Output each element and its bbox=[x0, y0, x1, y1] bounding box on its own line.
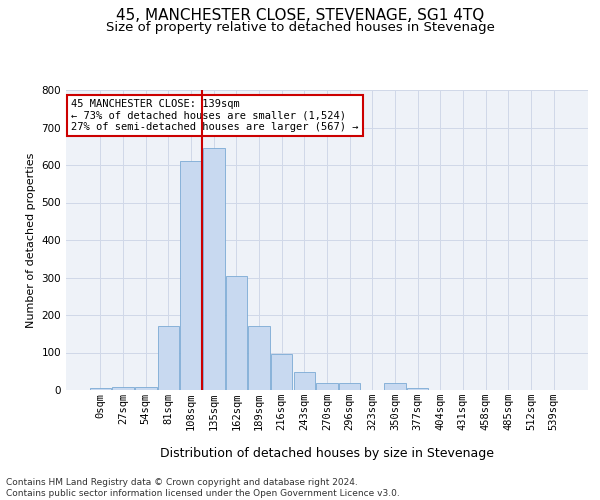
Text: Size of property relative to detached houses in Stevenage: Size of property relative to detached ho… bbox=[106, 21, 494, 34]
Text: 45 MANCHESTER CLOSE: 139sqm
← 73% of detached houses are smaller (1,524)
27% of : 45 MANCHESTER CLOSE: 139sqm ← 73% of det… bbox=[71, 99, 359, 132]
Bar bbox=[90, 388, 111, 390]
Bar bbox=[203, 148, 224, 390]
Bar bbox=[339, 383, 361, 390]
Bar bbox=[135, 387, 157, 390]
Y-axis label: Number of detached properties: Number of detached properties bbox=[26, 152, 36, 328]
Text: 45, MANCHESTER CLOSE, STEVENAGE, SG1 4TQ: 45, MANCHESTER CLOSE, STEVENAGE, SG1 4TQ bbox=[116, 8, 484, 22]
Bar bbox=[181, 161, 202, 390]
Bar bbox=[158, 326, 179, 390]
Text: Distribution of detached houses by size in Stevenage: Distribution of detached houses by size … bbox=[160, 448, 494, 460]
Bar bbox=[271, 354, 292, 390]
Bar bbox=[407, 388, 428, 390]
Bar bbox=[112, 387, 134, 390]
Text: Contains HM Land Registry data © Crown copyright and database right 2024.
Contai: Contains HM Land Registry data © Crown c… bbox=[6, 478, 400, 498]
Bar bbox=[316, 383, 338, 390]
Bar bbox=[384, 383, 406, 390]
Bar bbox=[226, 276, 247, 390]
Bar bbox=[293, 372, 315, 390]
Bar bbox=[248, 326, 270, 390]
